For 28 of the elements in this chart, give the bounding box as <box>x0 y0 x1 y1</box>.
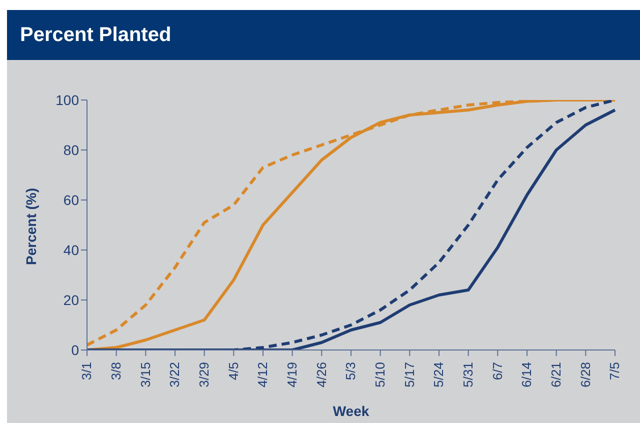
x-tick-label: 4/26 <box>314 362 329 388</box>
x-tick-label: 5/3 <box>343 362 358 380</box>
chart-title: Percent Planted <box>7 10 640 60</box>
x-tick-label: 4/19 <box>284 362 300 388</box>
y-tick-label: 60 <box>63 192 80 208</box>
y-tick-label: 100 <box>56 92 80 108</box>
x-tick-label: 3/1 <box>79 362 94 380</box>
x-axis-title: Week <box>332 403 370 419</box>
x-tick-label: 3/22 <box>167 362 182 388</box>
x-tick-label: 6/14 <box>519 362 534 388</box>
y-axis-title: Percent (%) <box>22 188 39 265</box>
x-tick-label: 6/28 <box>578 362 593 388</box>
x-tick-label: 4/12 <box>255 362 270 388</box>
x-tick-label: 3/29 <box>196 362 212 388</box>
y-tick-label: 20 <box>63 292 80 308</box>
x-tick-label: 5/10 <box>372 362 388 388</box>
x-tick-label: 5/17 <box>402 362 417 388</box>
x-tick-label: 7/5 <box>607 362 622 380</box>
y-tick-label: 0 <box>71 342 80 358</box>
x-tick-label: 4/5 <box>226 362 241 380</box>
y-tick-label: 80 <box>63 142 80 158</box>
x-tick-label: 5/31 <box>460 362 476 388</box>
y-tick-label: 40 <box>63 242 80 258</box>
x-tick-label: 6/7 <box>490 362 505 380</box>
x-tick-label: 3/15 <box>138 362 153 388</box>
x-tick-label: 3/8 <box>108 362 124 380</box>
x-tick-label: 6/21 <box>548 362 564 388</box>
x-tick-label: 5/24 <box>431 362 446 388</box>
